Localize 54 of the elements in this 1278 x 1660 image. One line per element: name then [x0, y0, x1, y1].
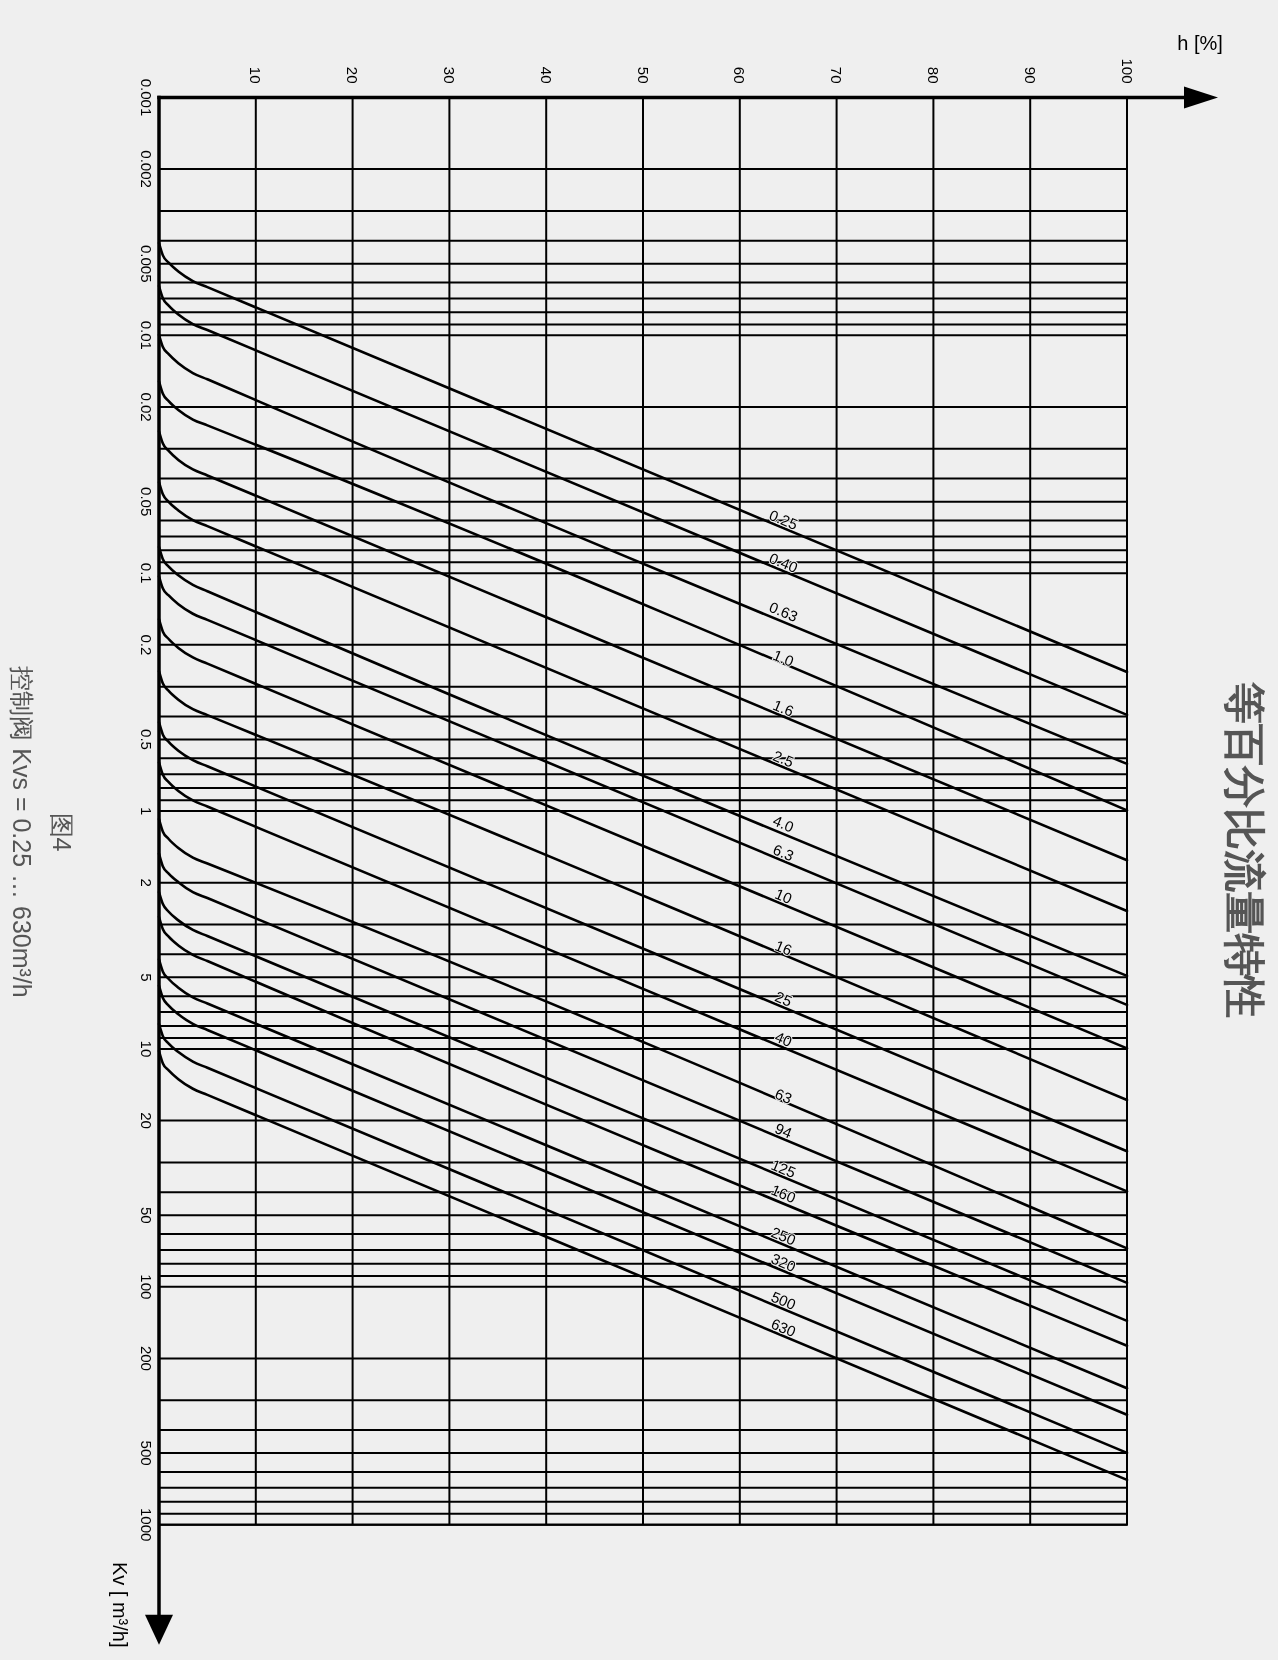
x-axis-title: h [%]	[1177, 31, 1223, 54]
y-tick-label: 1	[137, 806, 155, 816]
series-label: 1.0	[770, 646, 797, 670]
text: 控制阀 Kvs = 0.25 … 630m³/h	[8, 666, 36, 998]
series-label: 0.63	[766, 598, 801, 626]
series-label: 160	[768, 1180, 799, 1207]
series-label: 0.40	[766, 549, 801, 576]
series-label: 10	[772, 884, 795, 908]
y-tick-label: 0.1	[137, 562, 155, 584]
series-label: 94	[772, 1119, 795, 1142]
series-label: 250	[768, 1223, 799, 1249]
y-tick-label: 500	[137, 1440, 155, 1466]
y-tick-label: 2	[137, 878, 155, 887]
y-tick-label: 100	[137, 1274, 155, 1300]
y-tick-label: 5	[137, 973, 155, 982]
y-tick-label: 50	[137, 1206, 155, 1224]
x-tick-label: 100	[1118, 58, 1136, 84]
series-label: 6.3	[770, 840, 797, 865]
series-label: 1.6	[770, 696, 797, 720]
y-tick-label: 0.2	[137, 634, 155, 656]
text: 等百分比流量特性	[1220, 681, 1268, 1018]
series-label: 63	[772, 1084, 795, 1107]
x-tick-label: 30	[440, 66, 458, 84]
y-tick-label: 10	[137, 1040, 155, 1058]
x-tick-label: 70	[828, 66, 846, 84]
y-tick-label: 0.01	[137, 320, 155, 350]
series-label: 16	[772, 936, 795, 959]
x-tick-label: 40	[537, 66, 555, 84]
x-tick-label: 50	[634, 66, 652, 84]
y-tick-label: 0.005	[137, 244, 155, 283]
series-label: 320	[768, 1249, 799, 1276]
series-label: 630	[768, 1314, 799, 1341]
series-label: 0.25	[766, 506, 801, 534]
y-axis-title: Kv [ m³/h]	[109, 1561, 131, 1648]
series-label: 500	[768, 1287, 799, 1314]
series-label: 40	[772, 1027, 795, 1051]
series-label: 2.5	[770, 746, 797, 771]
caption: 图4	[48, 812, 76, 852]
y-tick-label: 0.05	[137, 487, 155, 517]
x-tick-label: 10	[247, 66, 265, 84]
x-tick-label: 80	[924, 66, 942, 84]
y-tick-label: 0.001	[137, 78, 155, 117]
x-tick-label: 60	[731, 66, 749, 84]
x-tick-label: 20	[344, 66, 362, 84]
y-tick-label: 0.02	[137, 392, 155, 422]
y-tick-label: 0.5	[137, 729, 155, 750]
y-tick-label: 200	[137, 1345, 155, 1371]
y-tick-label: 1000	[137, 1508, 155, 1542]
series-label: 125	[768, 1155, 799, 1182]
x-tick-label: 90	[1021, 66, 1039, 84]
series-label: 25	[772, 987, 795, 1010]
series-label: 4.0	[770, 811, 797, 836]
y-tick-label: 0.002	[137, 150, 155, 188]
y-tick-label: 20	[137, 1112, 155, 1129]
